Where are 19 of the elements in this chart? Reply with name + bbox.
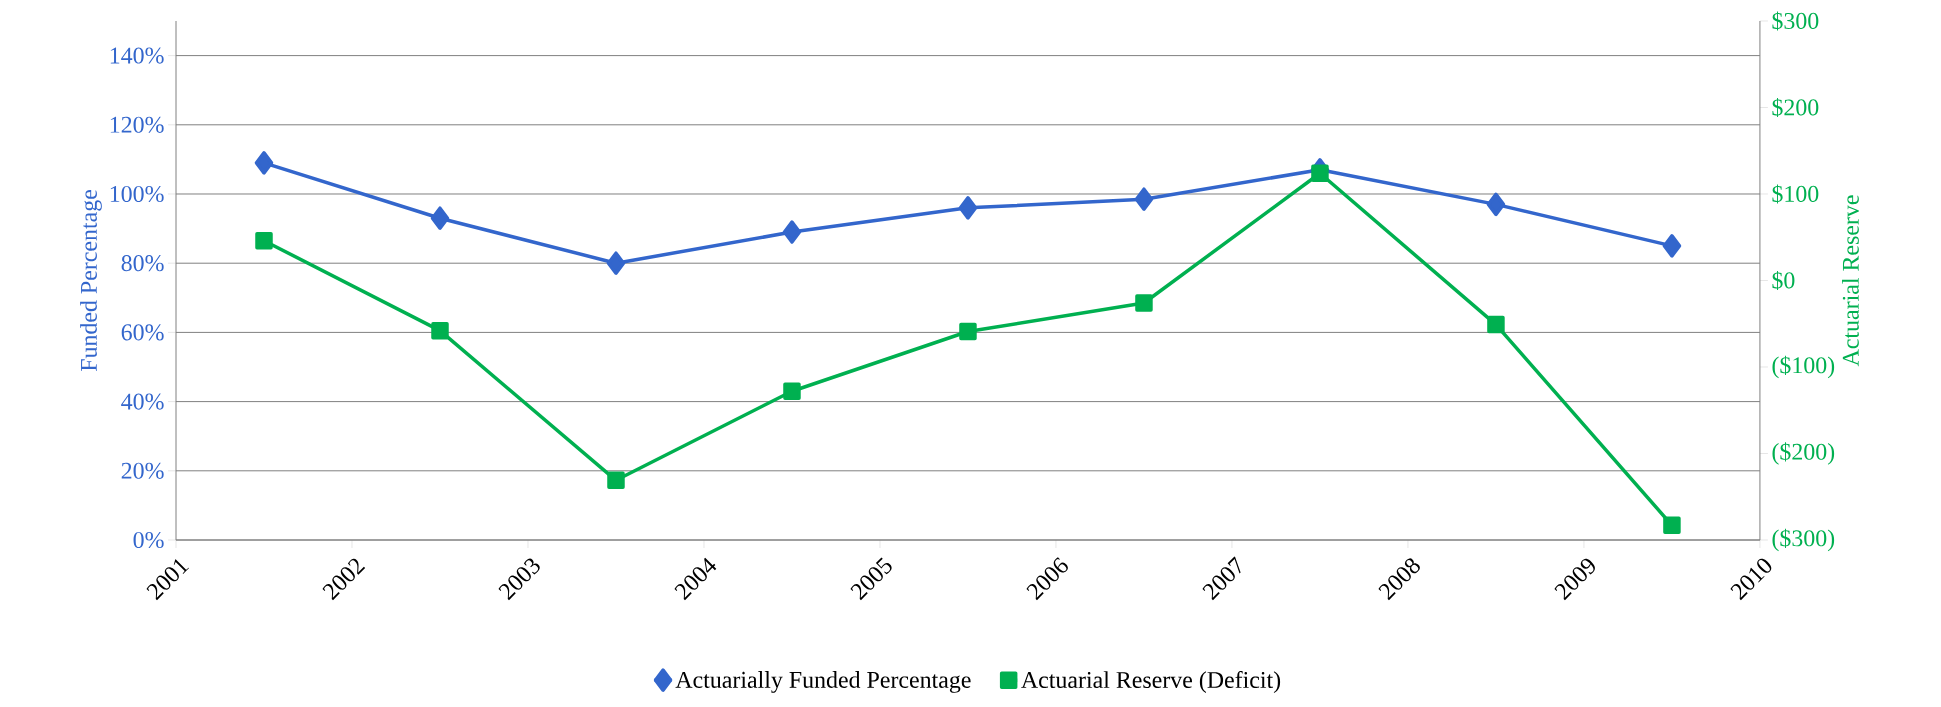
y2-axis-title: Actuarial Reserve (1842, 195, 1859, 367)
y-tick-label: 0% (133, 531, 164, 549)
y-tick-label: 40% (121, 393, 164, 410)
y-tick-label: 60% (121, 324, 164, 341)
legend-label: Actuarial Reserve (Deficit) (1021, 670, 1281, 693)
y-tick-label: 20% (121, 462, 164, 479)
legend-label: Actuarially Funded Percentage (675, 671, 971, 693)
y2-tick-label: ($200) (1772, 442, 1835, 465)
y2-tick-label: $100 (1772, 184, 1819, 204)
y-tick-label: 140% (110, 47, 164, 64)
y-tick-label: 120% (110, 116, 164, 133)
y2-tick-label: ($100) (1772, 355, 1835, 379)
y2-tick-label: $200 (1772, 97, 1819, 118)
y-axis-title: Funded Percentage (80, 190, 102, 372)
y2-tick-label: $300 (1772, 11, 1819, 31)
y2-tick-label: $0 (1772, 270, 1795, 291)
y-tick-label: 80% (121, 255, 164, 272)
y-tick-label: 100% (110, 185, 164, 203)
y2-tick-label: ($300) (1772, 528, 1835, 552)
